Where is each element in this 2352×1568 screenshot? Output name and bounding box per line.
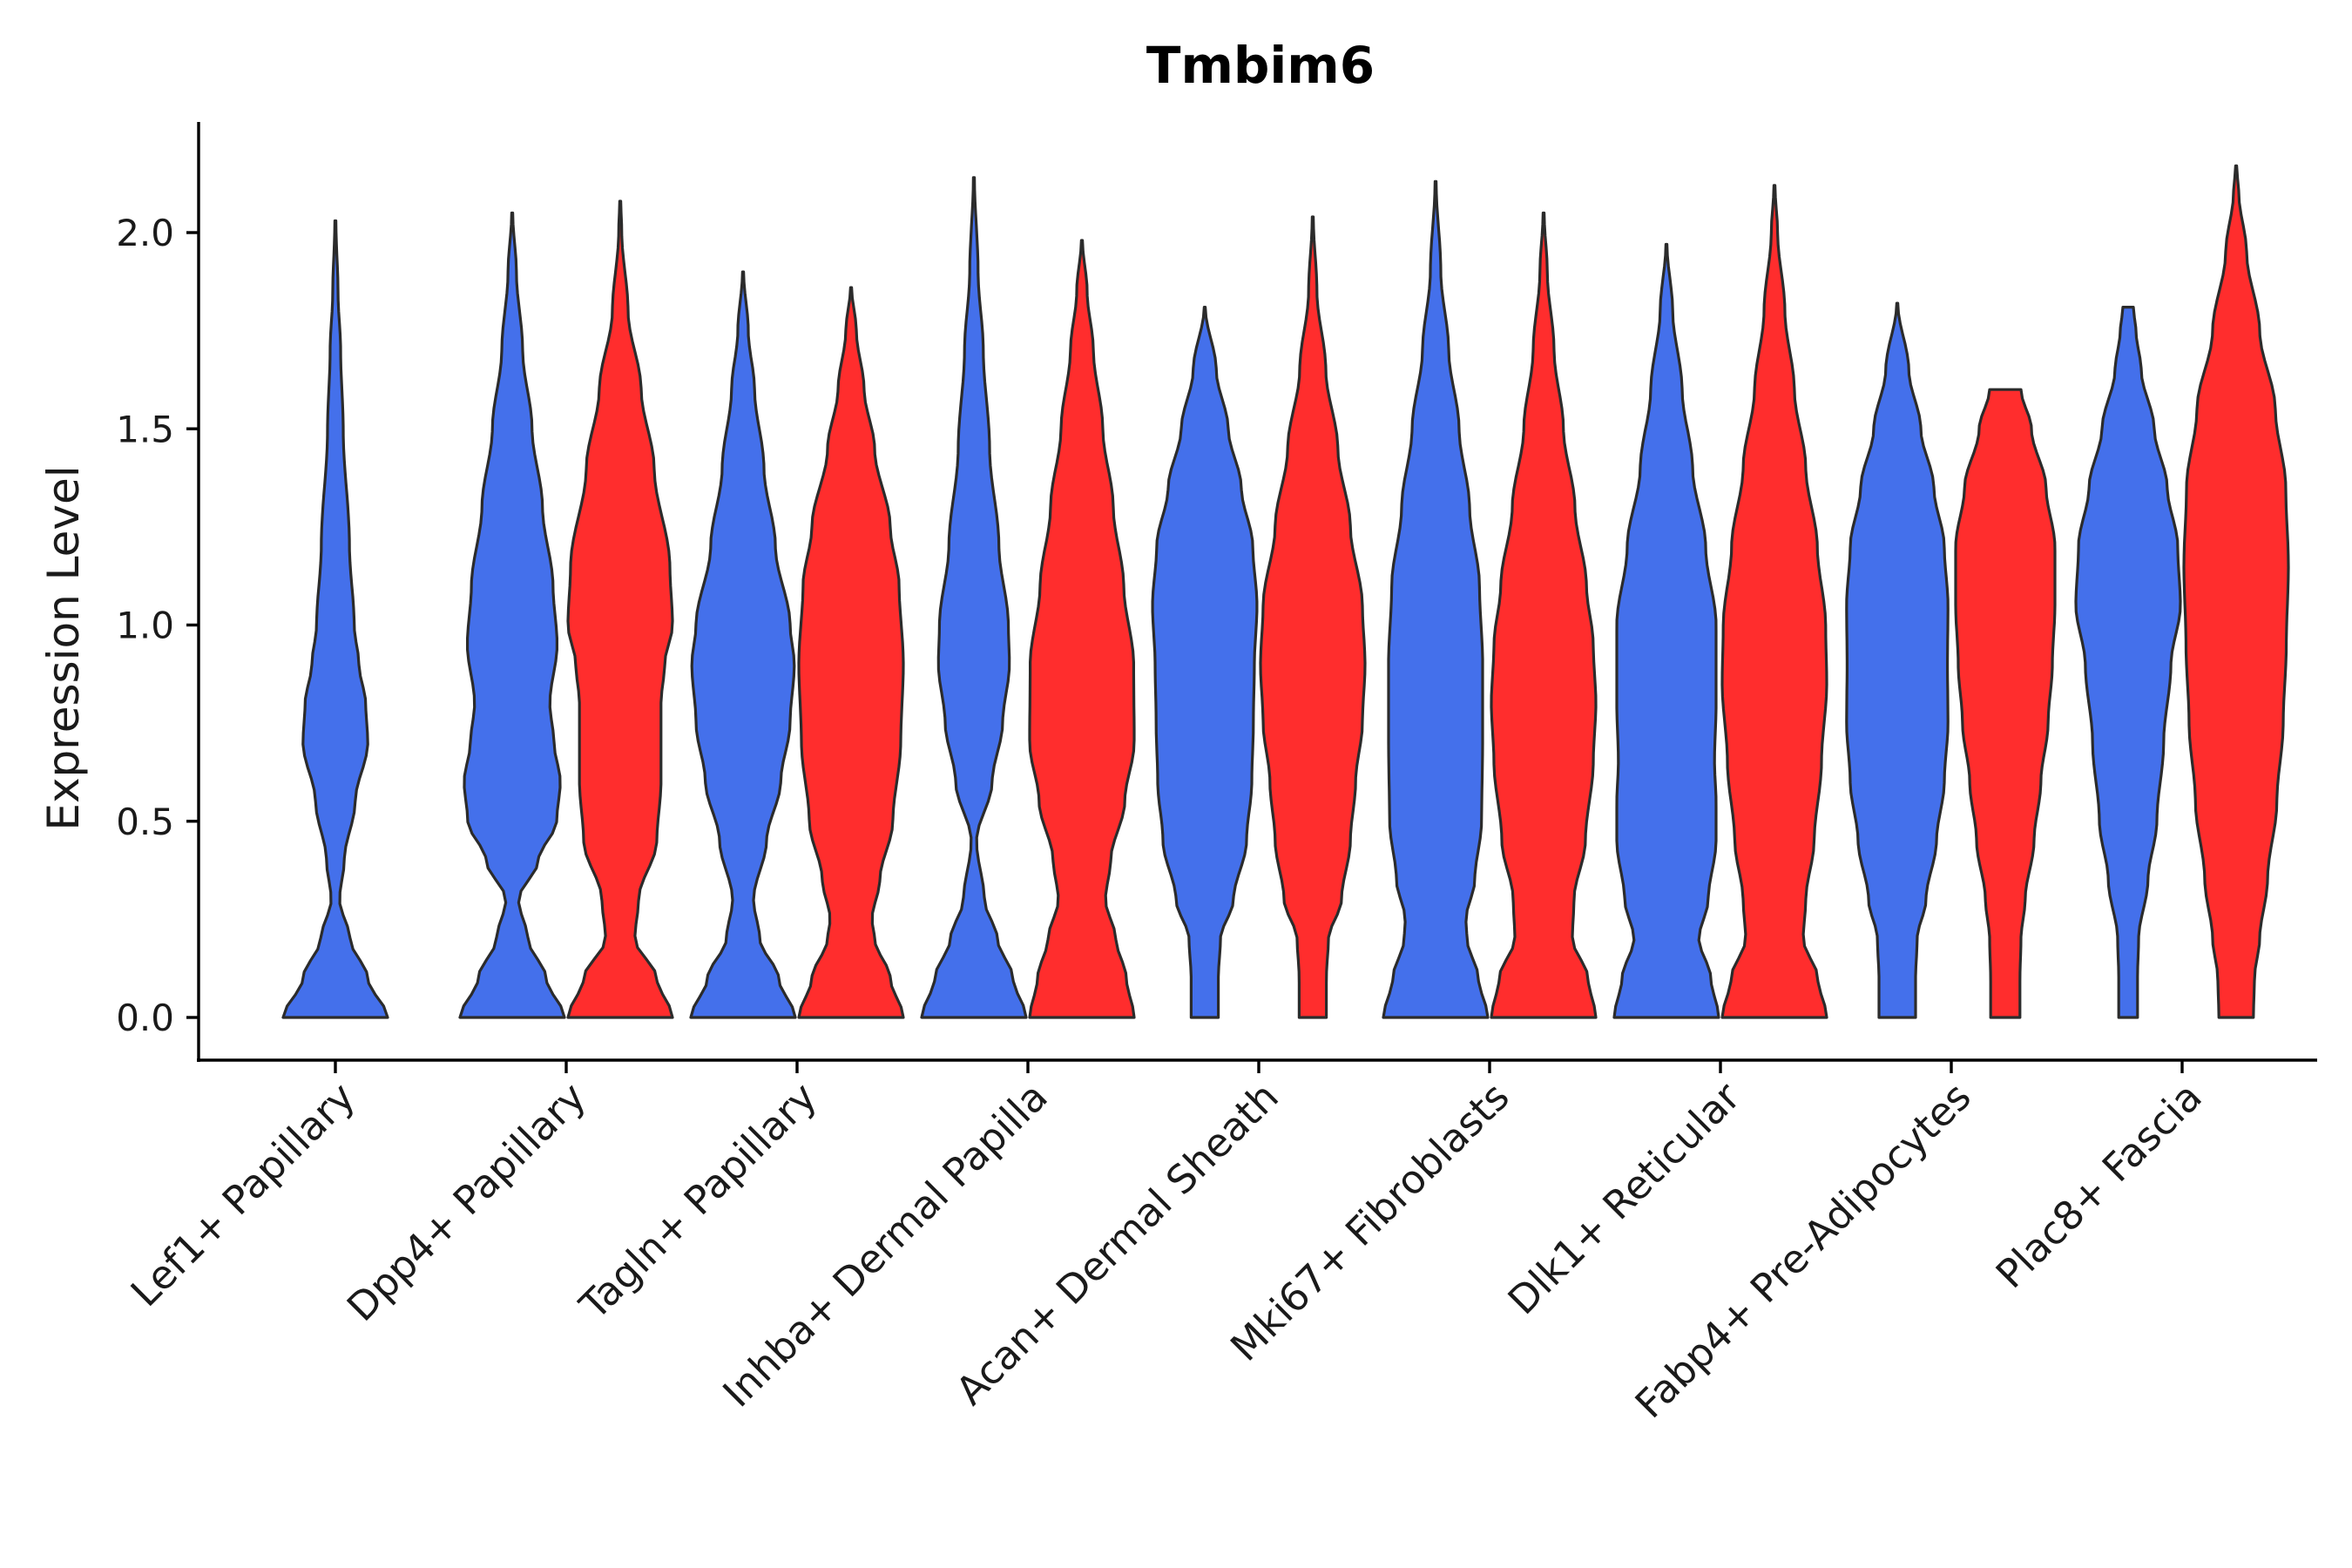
- violin-6-group_b: [1720, 184, 1828, 1019]
- y-tick-label: 0.0: [116, 997, 174, 1039]
- violin-5-group_a: [1382, 179, 1490, 1019]
- y-axis-label: Expression Level: [38, 465, 89, 830]
- y-tick-label: 0.5: [116, 801, 174, 843]
- violin-6-group_a: [1612, 242, 1720, 1019]
- violin-4-group_a: [1151, 306, 1259, 1019]
- chart-title: Tmbim6: [1146, 36, 1375, 95]
- violin-8-group_a: [2074, 306, 2182, 1019]
- violin-1-group_a: [458, 211, 566, 1019]
- violin-8-group_b: [2182, 164, 2290, 1019]
- y-tick-label: 1.0: [116, 605, 174, 647]
- y-tick-label: 1.5: [116, 408, 174, 450]
- violin-2-group_a: [689, 270, 797, 1019]
- violin-7-group_a: [1845, 301, 1950, 1019]
- violin-5-group_b: [1490, 211, 1598, 1019]
- violin-1-group_b: [566, 199, 674, 1019]
- violin-3-group_b: [1028, 239, 1136, 1019]
- violin-2-group_b: [797, 286, 905, 1019]
- y-tick-label: 2.0: [116, 212, 174, 254]
- violin-layer: [281, 164, 2290, 1019]
- y-axis-ticks: 0.0 0.5 1.0 1.5 2.0: [116, 212, 199, 1039]
- violin-3-group_a: [920, 176, 1028, 1019]
- violin-0-group_a: [281, 219, 389, 1019]
- violin-7-group_b: [1954, 388, 2057, 1019]
- violin-4-group_b: [1259, 215, 1367, 1019]
